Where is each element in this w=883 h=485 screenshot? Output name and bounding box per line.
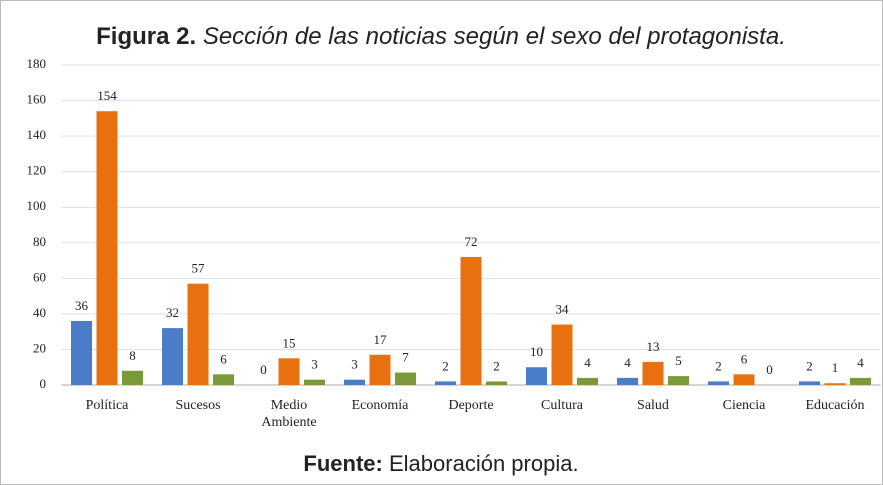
title-prefix: Figura 2. [96,23,196,50]
y-tick-label: 60 [33,269,46,284]
x-tick-label: Sucesos [175,398,221,413]
bar [162,328,183,385]
bar [435,381,456,385]
x-tick-label: Medio Ambiente [261,398,317,430]
bar [460,257,482,385]
y-tick-label: 40 [33,305,46,320]
value-label: 4 [857,355,864,370]
source: Fuente: Elaboración propia. [303,451,578,476]
value-label: 15 [283,335,296,350]
bar [369,354,391,385]
value-label: 13 [647,339,660,354]
bar [733,374,755,385]
bar [96,111,118,385]
bar [187,283,209,385]
value-label: 34 [556,302,570,317]
value-label: 2 [493,358,500,373]
bar [486,381,507,385]
y-tick-label: 120 [27,163,47,178]
value-label: 2 [442,358,449,373]
y-tick-label: 140 [27,127,47,142]
chart-title: Figura 2. Sección de las noticias según … [96,23,786,50]
value-label: 0 [766,362,773,377]
value-label: 17 [374,332,388,347]
x-tick-label: Política [85,398,129,413]
value-label: 6 [741,351,748,366]
y-tick-label: 0 [40,376,47,391]
bar [708,381,729,385]
value-label: 4 [584,355,591,370]
x-tick-label: Deporte [448,398,494,413]
bar [71,321,92,385]
value-label: 3 [311,357,318,372]
bar [526,367,547,385]
x-tick-label: Salud [637,398,669,413]
value-label: 0 [260,362,267,377]
bar [344,379,365,385]
bar [617,377,638,385]
value-label: 57 [192,261,206,276]
value-label: 2 [715,358,722,373]
value-label: 8 [129,348,136,363]
bar [668,376,689,385]
value-label: 6 [220,351,227,366]
value-label: 5 [675,353,682,368]
value-label: 4 [624,355,631,370]
x-tick-label: Economía [351,398,409,413]
value-label: 7 [402,350,409,365]
y-tick-label: 160 [27,92,47,107]
bar [551,324,573,385]
bar [213,374,234,385]
bar [395,372,416,385]
bar [642,361,664,385]
source-text: Elaboración propia. [389,451,579,476]
value-label: 154 [97,88,117,103]
value-label: 10 [530,344,543,359]
y-tick-label: 80 [33,234,46,249]
bar [278,358,300,385]
x-tick-label: Cultura [541,398,583,413]
y-tick-label: 20 [33,340,46,355]
value-label: 72 [465,234,478,249]
bar [304,379,325,385]
value-label: 3 [351,357,358,372]
y-tick-label: 180 [27,56,47,71]
bar [577,377,598,385]
source-prefix: Fuente: [303,451,382,476]
value-label: 1 [832,360,839,375]
bar [122,370,143,385]
value-label: 36 [75,298,89,313]
bar [799,381,820,385]
bar [850,377,871,385]
value-label: 32 [166,305,179,320]
bar [824,383,846,385]
title-text: Sección de las noticias según el sexo de… [203,23,786,50]
x-tick-label: Educación [805,398,865,413]
x-tick-label: Ciencia [722,398,766,413]
y-tick-label: 100 [27,198,47,213]
value-label: 2 [806,358,813,373]
